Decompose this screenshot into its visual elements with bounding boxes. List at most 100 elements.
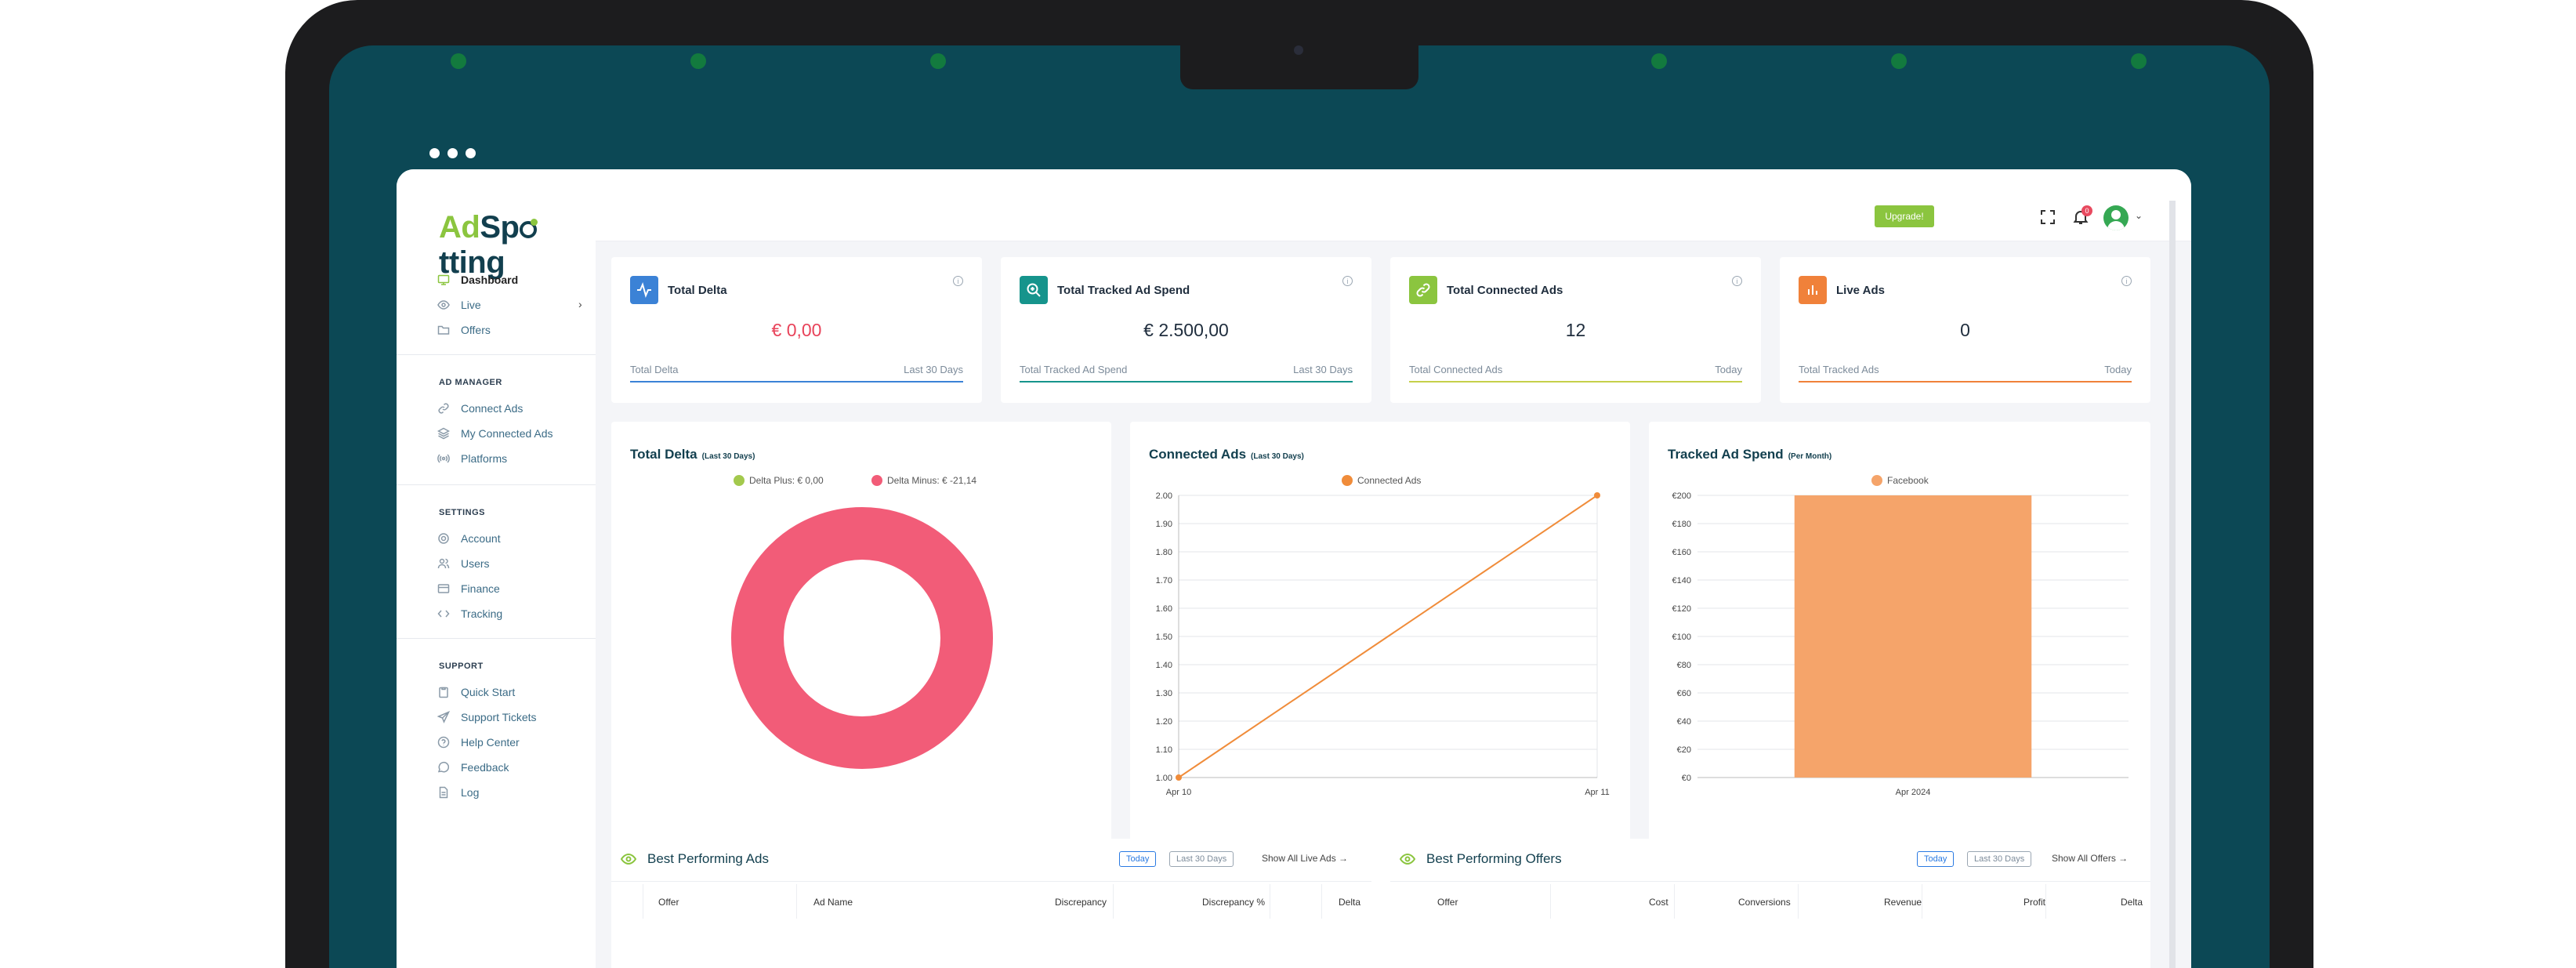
info-icon[interactable]: i [2121, 276, 2132, 286]
stat-title: Live Ads [1836, 284, 1885, 297]
filter-last-30-days[interactable]: Last 30 Days [1169, 851, 1234, 867]
column-separator [796, 884, 797, 919]
sidebar-item-label: Account [461, 532, 501, 545]
window-dot [447, 148, 458, 158]
avatar[interactable] [2103, 205, 2129, 230]
legend-item-delta-plus[interactable]: Delta Plus: € 0,00 [734, 475, 824, 486]
column-separator [1798, 884, 1799, 919]
column-separator [1321, 884, 1322, 919]
y-tick-label: €140 [1672, 576, 1691, 586]
sidebar-item-log[interactable]: Log [437, 782, 479, 803]
sidebar-item-support-tickets[interactable]: Support Tickets [437, 707, 537, 727]
sidebar-item-help-center[interactable]: Help Center [437, 732, 520, 752]
line-chart: 1.00 1.10 1.20 1.30 1.40 1.50 1.60 1.70 1.80 1.90… [1156, 491, 1610, 797]
upgrade-button[interactable]: Upgrade! [1875, 205, 1934, 227]
stat-footer-label: Total Delta [630, 364, 679, 375]
column-separator [1550, 884, 1551, 919]
layers-icon [437, 427, 450, 440]
column-header-delta[interactable]: Delta [2121, 897, 2143, 908]
y-tick-label: €180 [1672, 520, 1691, 529]
info-icon[interactable]: i [953, 276, 963, 286]
info-icon[interactable]: i [1732, 276, 1742, 286]
column-header-ad-name[interactable]: Ad Name [813, 897, 853, 908]
sidebar-item-finance[interactable]: Finance [437, 578, 500, 599]
column-header-revenue[interactable]: Revenue [1884, 897, 1922, 908]
sidebar-item-tracking[interactable]: Tracking [437, 604, 502, 624]
legend-item-connected-ads[interactable]: Connected Ads [1342, 475, 1421, 486]
column-header-discrepancy[interactable]: Discrepancy [1055, 897, 1107, 908]
column-header-discrepancy-pct[interactable]: Discrepancy % [1202, 897, 1266, 908]
stat-underline [1799, 381, 2132, 382]
stat-footer-period: Today [1715, 364, 1742, 375]
sidebar-item-live[interactable]: Live [437, 295, 481, 315]
legend-item-delta-minus[interactable]: Delta Minus: € -21,14 [871, 475, 976, 486]
sidebar-item-label: Dashboard [461, 274, 519, 286]
filter-last-30-days[interactable]: Last 30 Days [1967, 851, 2032, 867]
stat-footer-period: Today [2104, 364, 2132, 375]
sidebar-item-label: Log [461, 786, 480, 799]
file-icon [437, 786, 450, 799]
y-tick-label: 1.40 [1156, 661, 1172, 670]
x-tick-label: Apr 11 [1585, 788, 1610, 797]
stat-underline [630, 381, 963, 382]
column-header-offer[interactable]: Offer [1437, 897, 1458, 908]
sidebar-item-connect-ads[interactable]: Connect Ads [437, 398, 523, 419]
filter-today[interactable]: Today [1119, 851, 1157, 867]
column-header-cost[interactable]: Cost [1649, 897, 1668, 908]
sidebar-item-feedback[interactable]: Feedback [437, 757, 509, 778]
column-header-delta[interactable]: Delta [1339, 897, 1361, 908]
y-tick-label: €0 [1682, 774, 1691, 783]
legend-item-facebook[interactable]: Facebook [1871, 475, 1929, 486]
chevron-down-icon[interactable]: ⌄ [2135, 210, 2143, 221]
stat-value: 12 [1565, 320, 1586, 340]
divider [397, 354, 596, 355]
sidebar-item-platforms[interactable]: Platforms [437, 448, 507, 469]
sidebar-item-offers[interactable]: Offers [437, 320, 491, 340]
eye-icon [1399, 851, 1416, 871]
column-separator [1113, 884, 1114, 919]
y-tick-label: 1.00 [1156, 774, 1172, 783]
chevron-right-icon[interactable]: › [578, 298, 582, 310]
stat-footer-period: Last 30 Days [904, 364, 963, 375]
y-tick-label: €160 [1672, 548, 1691, 557]
table-card-best-performing-offers: Best Performing Offers Today Last 30 Day… [1390, 839, 2150, 968]
y-tick-label: 1.70 [1156, 576, 1172, 586]
sidebar-item-quick-start[interactable]: Quick Start [437, 682, 515, 702]
y-tick-label: 1.60 [1156, 604, 1172, 614]
column-header-offer[interactable]: Offer [658, 897, 679, 908]
data-point [1176, 774, 1182, 781]
column-separator [1674, 884, 1675, 919]
y-tick-label: 1.50 [1156, 633, 1172, 642]
sidebar-item-account[interactable]: Account [437, 528, 501, 549]
y-tick-label: €200 [1672, 491, 1691, 501]
fullscreen-icon[interactable] [2038, 207, 2058, 227]
bar [1794, 495, 2032, 778]
scrollbar[interactable] [2169, 201, 2176, 968]
column-header-profit[interactable]: Profit [2023, 897, 2046, 908]
adspotting-logo[interactable]: AdSptting [439, 210, 596, 281]
bell-icon[interactable]: 0 [2071, 205, 2092, 227]
y-tick-label: 1.80 [1156, 548, 1172, 557]
stat-value: € 2.500,00 [1143, 320, 1229, 340]
column-header-conversions[interactable]: Conversions [1738, 897, 1791, 908]
sidebar-item-label: Help Center [461, 736, 520, 749]
link-icon [1409, 276, 1437, 304]
y-tick-label: 2.00 [1156, 491, 1172, 501]
window-dot [429, 148, 440, 158]
monitor-icon [437, 274, 450, 286]
users-icon [437, 557, 450, 570]
divider [397, 638, 596, 639]
folder-icon [437, 324, 450, 336]
filter-today[interactable]: Today [1917, 851, 1955, 867]
y-tick-label: €40 [1677, 717, 1691, 727]
stat-underline [1020, 381, 1353, 382]
sidebar-item-dashboard[interactable]: Dashboard [437, 270, 518, 290]
table-title: Best Performing Offers [1426, 851, 1562, 866]
show-all-live-ads-link[interactable]: Show All Live Ads → [1262, 853, 1349, 864]
info-icon[interactable]: i [1342, 276, 1353, 286]
notification-badge: 0 [2081, 205, 2092, 216]
sidebar-item-users[interactable]: Users [437, 553, 490, 574]
donut-chart [731, 507, 993, 769]
show-all-offers-link[interactable]: Show All Offers → [2052, 853, 2129, 864]
sidebar-item-my-connected-ads[interactable]: My Connected Ads [437, 423, 553, 444]
